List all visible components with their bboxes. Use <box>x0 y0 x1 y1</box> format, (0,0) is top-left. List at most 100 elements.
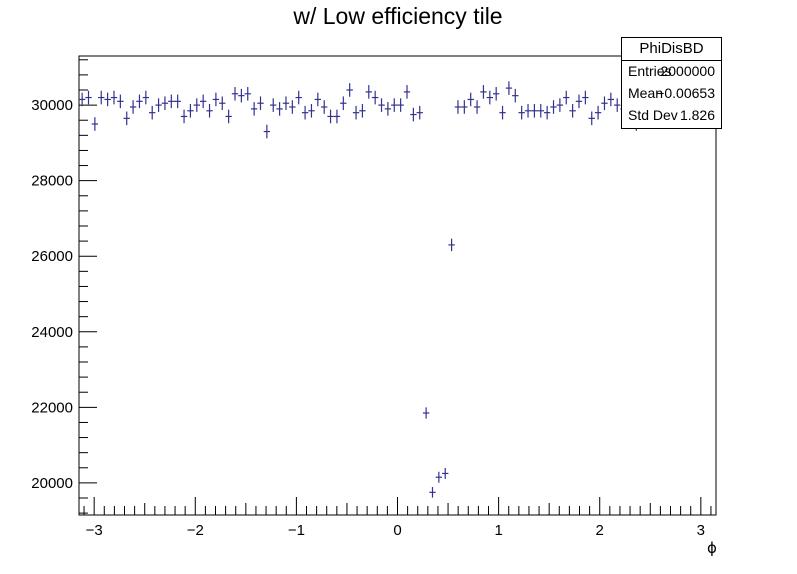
data-point <box>98 90 105 105</box>
data-point <box>104 92 111 107</box>
data-point <box>410 107 417 122</box>
data-point <box>193 98 200 112</box>
y-tick-labels: 20000 22000 24000 26000 28000 30000 <box>31 97 73 492</box>
data-point <box>174 94 181 109</box>
data-point <box>282 96 290 111</box>
data-point <box>467 92 474 107</box>
data-point <box>295 90 302 105</box>
y-tick-label: 26000 <box>31 248 73 265</box>
data-point <box>518 105 525 120</box>
data-point <box>429 487 436 498</box>
data-point <box>563 90 570 105</box>
data-point <box>371 90 379 105</box>
data-point <box>492 86 500 101</box>
data-point <box>384 102 392 116</box>
data-point <box>187 103 194 118</box>
data-point <box>161 96 169 111</box>
data-point <box>499 105 506 120</box>
stats-box: PhiDisBD Entries 2000000 Mean −0.00653 S… <box>621 37 722 129</box>
data-point <box>575 94 583 109</box>
data-point <box>359 103 366 118</box>
data-point <box>448 238 455 252</box>
data-point <box>301 105 309 120</box>
x-tick-label: 3 <box>697 522 705 539</box>
data-point <box>219 96 226 111</box>
x-tick-label: −1 <box>288 522 305 539</box>
data-point <box>614 98 621 112</box>
stats-title: PhiDisBD <box>622 38 721 61</box>
chart-title: w/ Low efficiency tile <box>292 3 502 29</box>
data-point <box>257 96 264 111</box>
data-point <box>180 109 188 124</box>
stats-row-entries: Entries 2000000 <box>628 60 715 82</box>
data-point <box>543 105 551 120</box>
data-point <box>327 109 334 124</box>
data-point <box>123 111 130 126</box>
data-point <box>78 92 86 107</box>
data-point <box>225 109 232 124</box>
data-point <box>212 92 220 107</box>
data-point <box>352 105 360 120</box>
x-tick-label: 0 <box>393 522 401 539</box>
data-point <box>321 100 328 114</box>
data-point <box>91 117 99 131</box>
data-point <box>505 81 513 95</box>
data-point <box>149 105 156 120</box>
data-point <box>110 90 118 105</box>
stats-key: Entries <box>628 63 672 79</box>
data-point <box>155 98 162 112</box>
stats-value: 2000000 <box>660 63 715 79</box>
data-point <box>142 90 150 105</box>
data-point <box>263 124 271 139</box>
data-point <box>244 86 251 101</box>
data-point <box>422 407 430 419</box>
y-tick-label: 30000 <box>31 97 73 114</box>
x-axis-label: ϕ <box>707 539 717 557</box>
data-point <box>512 88 519 103</box>
data-point <box>340 96 347 111</box>
stats-key: Std Dev <box>628 107 678 123</box>
data-point <box>270 98 277 112</box>
data-point <box>378 98 385 112</box>
data-point <box>480 85 487 99</box>
data-points <box>78 81 640 498</box>
data-point <box>550 100 557 114</box>
data-point <box>588 111 595 126</box>
x-tick-label: −3 <box>86 522 103 539</box>
data-point <box>238 88 245 103</box>
data-point <box>136 94 143 109</box>
data-point <box>582 90 589 105</box>
data-point <box>537 103 544 118</box>
data-point <box>473 100 481 114</box>
x-tick-label: 2 <box>596 522 604 539</box>
data-point <box>168 94 175 109</box>
y-tick-label: 20000 <box>31 475 73 492</box>
data-point <box>250 102 258 116</box>
data-point <box>206 103 213 118</box>
stats-value: 1.826 <box>679 107 715 123</box>
y-tick-label: 28000 <box>31 173 73 190</box>
y-tick-label: 22000 <box>31 399 73 416</box>
data-point <box>416 105 423 120</box>
axis-ticks <box>79 59 712 515</box>
data-point <box>199 94 207 109</box>
data-point <box>231 86 239 101</box>
y-tick-label: 24000 <box>31 324 73 341</box>
data-point <box>435 471 443 483</box>
data-point <box>569 103 576 118</box>
data-point <box>594 105 602 120</box>
data-point <box>461 100 468 114</box>
data-point <box>117 94 124 109</box>
x-tick-labels: −3 −2 −1 0 1 2 3 <box>86 522 705 539</box>
data-point <box>531 103 538 118</box>
data-point <box>289 100 296 114</box>
stats-key: Mean <box>628 85 664 101</box>
data-point <box>397 98 404 112</box>
stats-row-stddev: Std Dev 1.826 <box>628 104 715 126</box>
data-point <box>524 103 532 118</box>
data-point <box>607 92 615 107</box>
data-point <box>276 102 283 116</box>
data-point <box>129 100 137 114</box>
data-point <box>556 98 564 112</box>
